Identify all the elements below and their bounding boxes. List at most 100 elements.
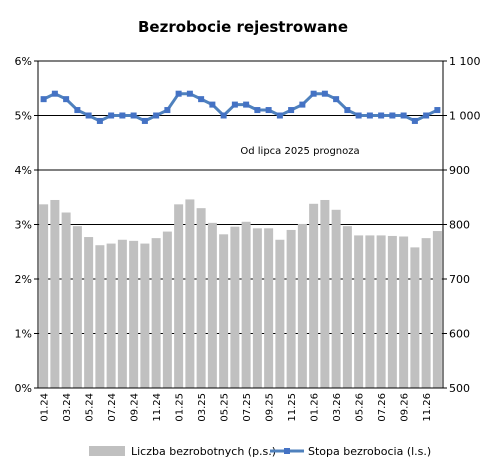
bar	[95, 245, 105, 388]
bar	[376, 235, 386, 388]
axes	[34, 60, 447, 389]
line-point	[434, 107, 441, 114]
bar	[129, 240, 139, 388]
legend-bar-label: Liczba bezrobotnych (p.s.)	[131, 445, 276, 458]
left-axis-ticks: 0% 1% 2% 3% 4% 5% 6%	[15, 55, 32, 395]
x-tick-label: 07.25	[242, 393, 253, 422]
bar	[174, 204, 184, 388]
line-point	[220, 112, 227, 119]
right-tick-label: 500	[449, 382, 470, 395]
legend-bar-swatch	[89, 446, 125, 456]
line-point	[411, 117, 418, 124]
bar	[354, 235, 364, 388]
bar	[230, 226, 240, 388]
right-tick-label: 800	[449, 219, 470, 232]
right-tick-label: 600	[449, 328, 470, 341]
line-point	[254, 107, 261, 114]
x-tick-label: 01.24	[40, 393, 51, 422]
right-tick-label: 900	[449, 164, 470, 177]
left-tick-label: 3%	[15, 219, 32, 232]
bar	[219, 234, 229, 388]
bar	[264, 228, 274, 388]
bar	[106, 243, 116, 388]
line-point	[130, 112, 137, 119]
bar	[342, 226, 352, 388]
x-tick-label: 05.26	[355, 393, 366, 422]
line-series	[40, 90, 441, 124]
left-tick-label: 2%	[15, 273, 32, 286]
x-tick-label: 01.25	[175, 393, 186, 422]
line-point	[63, 96, 70, 103]
line-point	[186, 90, 193, 97]
bar	[297, 223, 307, 388]
right-tick-label: 1 000	[449, 110, 481, 123]
left-tick-label: 0%	[15, 382, 32, 395]
bar	[140, 243, 150, 388]
line-point	[378, 112, 385, 119]
bar	[410, 247, 420, 388]
line-point	[96, 117, 103, 124]
bar	[365, 235, 375, 388]
x-tick-label: 03.26	[332, 393, 343, 422]
x-tick-label: 03.25	[197, 393, 208, 422]
x-tick-label: 01.26	[310, 393, 321, 422]
x-tick-label: 03.24	[62, 393, 73, 422]
right-axis-ticks: 500 600 700 800 900 1 000 1 100	[449, 55, 481, 395]
grid-lines	[38, 60, 443, 334]
bar	[84, 237, 94, 388]
x-tick-label: 11.26	[422, 393, 433, 422]
x-tick-label: 09.24	[130, 393, 141, 422]
line-point	[141, 117, 148, 124]
line-point	[333, 96, 340, 103]
line-point	[40, 96, 47, 103]
x-tick-label: 07.24	[107, 393, 118, 422]
line-point	[164, 107, 171, 114]
bar	[72, 226, 82, 388]
bar	[241, 221, 251, 388]
bar	[286, 229, 296, 388]
x-axis-ticks: 01.24 03.24 05.24 07.24 09.24 11.24 01.25 03.25…	[40, 393, 434, 422]
line-point	[243, 101, 250, 108]
bar	[50, 199, 60, 388]
line-point	[108, 112, 115, 119]
line-point	[198, 96, 205, 103]
bar-series	[39, 199, 442, 388]
line-point	[119, 112, 126, 119]
line-point	[209, 101, 216, 108]
line-point	[74, 107, 81, 114]
bar	[117, 239, 127, 388]
x-tick-label: 09.26	[400, 393, 411, 422]
bar	[387, 235, 397, 388]
forecast-annotation: Od lipca 2025 prognoza	[240, 146, 359, 157]
line-point	[389, 112, 396, 119]
bar	[309, 203, 319, 388]
line-point	[153, 112, 160, 119]
line-point	[276, 112, 283, 119]
line-point	[265, 107, 272, 114]
left-tick-label: 4%	[15, 164, 32, 177]
bar	[207, 222, 217, 388]
line-point	[288, 107, 295, 114]
x-tick-label: 11.25	[287, 393, 298, 422]
x-tick-label: 07.26	[377, 393, 388, 422]
line-point	[310, 90, 317, 97]
line-point	[231, 101, 238, 108]
line-point	[51, 90, 58, 97]
line-point	[299, 101, 306, 108]
bar	[39, 204, 49, 388]
bar	[331, 209, 341, 388]
bar	[196, 208, 206, 388]
line-point	[344, 107, 351, 114]
bar	[185, 199, 195, 388]
right-tick-label: 700	[449, 273, 470, 286]
left-tick-label: 1%	[15, 328, 32, 341]
legend-line-marker	[284, 448, 290, 454]
right-tick-label: 1 100	[449, 55, 481, 68]
bar	[421, 238, 431, 388]
bar	[320, 199, 330, 388]
bar	[399, 236, 409, 388]
chart-title: Bezrobocie rejestrowane	[138, 18, 348, 36]
bar	[162, 231, 172, 388]
line-point	[400, 112, 407, 119]
